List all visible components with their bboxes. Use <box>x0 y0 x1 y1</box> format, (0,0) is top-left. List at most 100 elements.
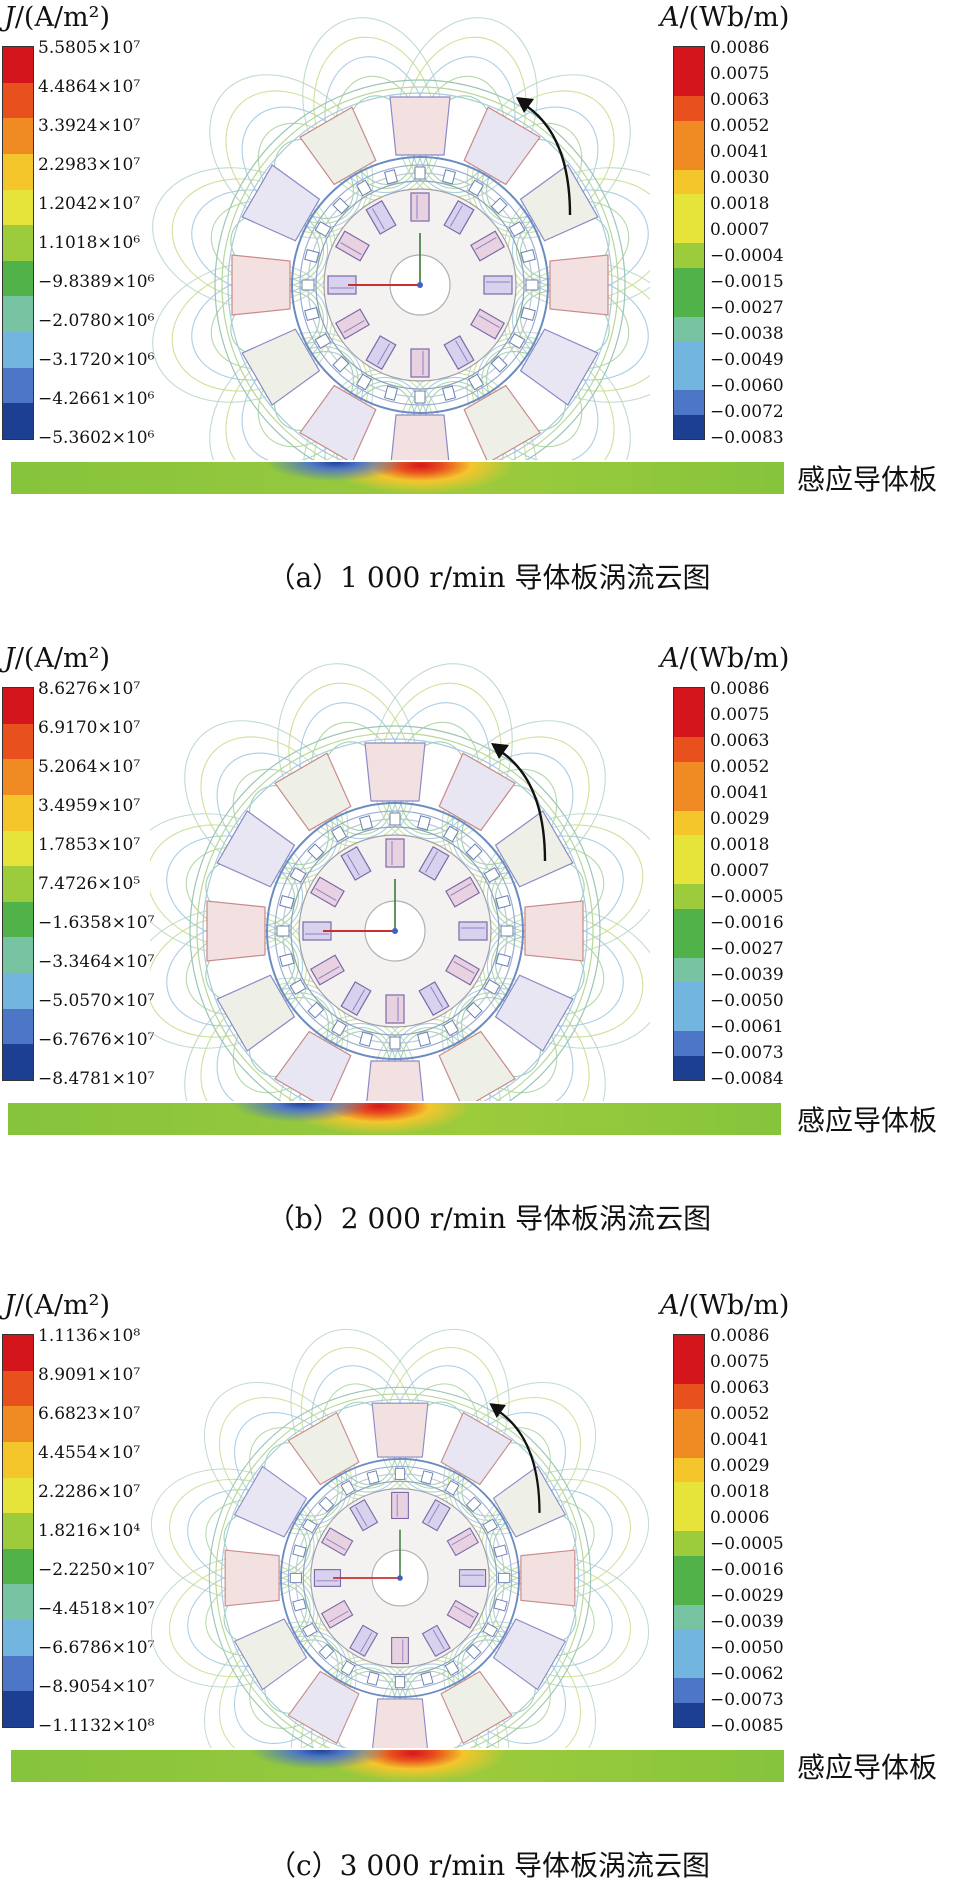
a-tick: 0.0075 <box>710 705 770 725</box>
slot-tooth <box>318 1496 335 1513</box>
a-tick: −0.0061 <box>710 1017 784 1037</box>
rotor-winding <box>385 838 405 868</box>
a-title-var: A <box>660 2 680 33</box>
slot-tooth <box>279 895 295 910</box>
a-tick: −0.0005 <box>710 887 784 907</box>
a-tick: 0.0052 <box>710 116 770 136</box>
stator-ring <box>227 92 613 460</box>
slot-tooth <box>465 1001 483 1019</box>
slot-tooth <box>420 1470 434 1485</box>
a-tick: −0.0039 <box>710 1612 784 1632</box>
slot-tooth <box>301 279 315 291</box>
stator-segment <box>241 328 321 406</box>
a-tick: −0.0016 <box>710 913 784 933</box>
colorbar-cell <box>674 1531 704 1556</box>
stator-segment <box>519 328 599 406</box>
slot-tooth <box>314 332 332 350</box>
slot-tooth <box>414 390 426 404</box>
rotor-winding <box>470 230 505 262</box>
a-tick: 0.0018 <box>710 835 770 855</box>
stator-segment <box>549 254 609 316</box>
colorbar-cell <box>674 859 704 884</box>
slot-tooth <box>520 249 536 264</box>
a-tick: 0.0029 <box>710 809 770 829</box>
j-tick: 8.6276×10⁷ <box>38 679 141 699</box>
colorbar-cell <box>674 218 704 243</box>
slot-tooth <box>389 812 401 826</box>
slot-tooth <box>500 925 514 937</box>
colorbar-cell <box>674 71 704 96</box>
j-title-var: J <box>4 1290 15 1321</box>
colorbar-cell <box>3 189 33 226</box>
a-title-unit: /(Wb/m) <box>679 1290 790 1321</box>
rotor-ring <box>291 156 549 414</box>
colorbar-cell <box>3 973 33 1009</box>
a-tick: −0.0073 <box>710 1690 784 1710</box>
j-tick: 3.3924×10⁷ <box>38 116 141 136</box>
conductor-plate <box>11 1750 784 1782</box>
slot-tooth <box>508 332 526 350</box>
winding-line <box>318 966 340 980</box>
j-colorbar-title: J/(A/m²) <box>4 643 110 674</box>
slot-tooth <box>304 306 320 321</box>
slot-tooth <box>495 952 511 967</box>
rotor-winding <box>446 1599 480 1629</box>
a-tick: −0.0050 <box>710 1638 784 1658</box>
colorbar-cell <box>674 1482 704 1507</box>
winding-line <box>427 1503 440 1524</box>
stator-ring <box>202 738 588 1101</box>
a-tick: −0.0050 <box>710 991 784 1011</box>
colorbar-cell <box>3 403 33 439</box>
winding-line <box>346 854 360 876</box>
stator-segment <box>494 974 574 1052</box>
colorbar-cell <box>3 901 33 938</box>
a-colorbar <box>673 46 705 440</box>
stator-segment <box>372 1698 428 1748</box>
slot-tooth <box>307 1001 325 1019</box>
a-tick: 0.0041 <box>710 142 770 162</box>
a-tick: 0.0086 <box>710 38 770 58</box>
rotor-winding <box>391 1491 409 1520</box>
colorbar-cell <box>3 1477 33 1514</box>
rotor-winding <box>385 994 405 1024</box>
stator-segment <box>524 900 584 962</box>
colorbar-cell <box>3 688 33 724</box>
a-tick: −0.0060 <box>710 376 784 396</box>
winding-line <box>355 1506 368 1527</box>
colorbar-cell <box>674 1506 704 1531</box>
winding-line <box>453 960 475 974</box>
slot-tooth <box>292 1544 307 1558</box>
rotor-winding <box>310 876 345 908</box>
colorbar-cell <box>674 1006 704 1031</box>
slot-tooth <box>525 279 539 291</box>
slot-tooth <box>366 1470 380 1485</box>
slot-tooth <box>289 1572 302 1584</box>
colorbar-cell <box>674 1555 704 1580</box>
colorbar-cell <box>3 1008 33 1045</box>
a-tick: 0.0075 <box>710 1352 770 1372</box>
a-tick: −0.0049 <box>710 350 784 370</box>
slot-tooth <box>483 978 501 996</box>
slot-tooth <box>465 1496 482 1513</box>
stator-segment <box>299 106 377 186</box>
stator-segment <box>519 164 599 242</box>
slot-tooth <box>483 866 501 884</box>
colorbar-cell <box>674 761 704 786</box>
colorbar-cell <box>674 365 704 390</box>
rotor-ring <box>302 1480 498 1676</box>
j-title-unit: /(A/m²) <box>14 1290 111 1321</box>
rotation-arrow-head <box>516 97 534 113</box>
slot-tooth <box>465 1643 482 1660</box>
winding-line <box>340 242 362 256</box>
winding-line <box>325 1538 346 1551</box>
slot-tooth <box>420 1671 434 1686</box>
colorbar-cell <box>674 1055 704 1080</box>
a-title-unit: /(Wb/m) <box>679 2 790 33</box>
rotor-winding <box>470 308 505 340</box>
j-tick: −2.0780×10⁶ <box>38 311 155 331</box>
stator-segment <box>233 1465 308 1538</box>
j-title-unit: /(A/m²) <box>14 643 111 674</box>
a-tick: 0.0086 <box>710 679 770 699</box>
slot-tooth <box>495 895 511 910</box>
slot-tooth <box>441 169 456 185</box>
